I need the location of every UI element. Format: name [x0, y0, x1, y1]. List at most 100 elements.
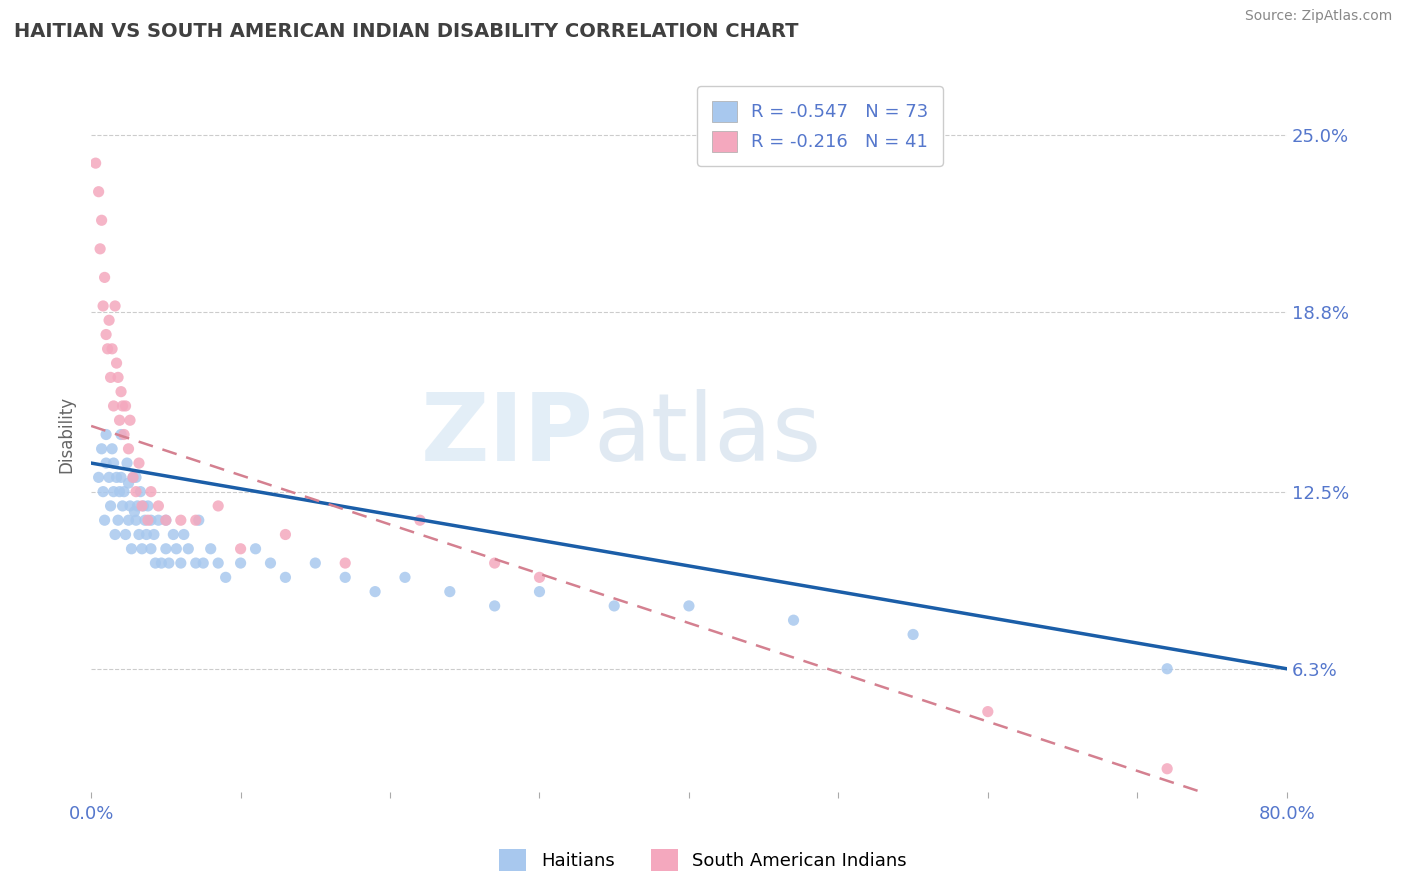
Point	[678, 599, 700, 613]
Point	[136, 499, 159, 513]
Point	[103, 484, 125, 499]
Point	[100, 370, 122, 384]
Point	[94, 327, 117, 342]
Y-axis label: Disability: Disability	[58, 396, 75, 473]
Point	[125, 470, 148, 484]
Point	[148, 499, 170, 513]
Point	[101, 342, 124, 356]
Point	[782, 613, 804, 627]
Point	[128, 456, 150, 470]
Point	[207, 499, 229, 513]
Point	[529, 570, 551, 584]
Point	[104, 299, 127, 313]
Point	[91, 299, 114, 313]
Legend: Haitians, South American Indians: Haitians, South American Indians	[492, 842, 914, 879]
Point	[87, 185, 110, 199]
Point	[603, 599, 626, 613]
Point	[124, 505, 146, 519]
Text: Source: ZipAtlas.com: Source: ZipAtlas.com	[1244, 9, 1392, 23]
Point	[394, 570, 416, 584]
Point	[157, 556, 180, 570]
Point	[117, 513, 139, 527]
Point	[122, 470, 145, 484]
Point	[170, 556, 193, 570]
Point	[110, 384, 132, 399]
Point	[165, 541, 187, 556]
Point	[977, 705, 1000, 719]
Point	[112, 427, 135, 442]
Point	[98, 313, 121, 327]
Point	[93, 270, 115, 285]
Point	[111, 499, 134, 513]
Point	[274, 527, 297, 541]
Point	[84, 156, 107, 170]
Point	[103, 456, 125, 470]
Point	[107, 370, 129, 384]
Point	[139, 541, 162, 556]
Point	[91, 484, 114, 499]
Point	[108, 484, 131, 499]
Point	[229, 541, 252, 556]
Point	[108, 413, 131, 427]
Point	[131, 499, 153, 513]
Point	[104, 527, 127, 541]
Point	[107, 513, 129, 527]
Point	[87, 470, 110, 484]
Point	[187, 513, 209, 527]
Point	[115, 456, 138, 470]
Point	[121, 541, 143, 556]
Point	[150, 556, 173, 570]
Point	[364, 584, 387, 599]
Point	[145, 556, 167, 570]
Point	[101, 442, 124, 456]
Point	[94, 427, 117, 442]
Point	[155, 513, 177, 527]
Text: ZIP: ZIP	[420, 389, 593, 481]
Point	[335, 570, 357, 584]
Point	[901, 627, 924, 641]
Point	[90, 442, 112, 456]
Point	[304, 556, 326, 570]
Point	[409, 513, 432, 527]
Point	[97, 342, 120, 356]
Point	[439, 584, 461, 599]
Point	[155, 513, 177, 527]
Point	[484, 599, 506, 613]
Point	[105, 470, 128, 484]
Point	[529, 584, 551, 599]
Point	[193, 556, 215, 570]
Point	[207, 556, 229, 570]
Point	[1156, 762, 1178, 776]
Point	[127, 499, 149, 513]
Point	[114, 527, 136, 541]
Point	[132, 499, 155, 513]
Point	[117, 442, 139, 456]
Point	[134, 513, 156, 527]
Point	[136, 513, 159, 527]
Point	[94, 456, 117, 470]
Point	[173, 527, 195, 541]
Point	[148, 513, 170, 527]
Point	[245, 541, 267, 556]
Point	[129, 484, 152, 499]
Point	[229, 556, 252, 570]
Point	[89, 242, 111, 256]
Point	[177, 541, 200, 556]
Point	[98, 470, 121, 484]
Point	[131, 541, 153, 556]
Point	[184, 556, 207, 570]
Point	[118, 413, 141, 427]
Point	[170, 513, 193, 527]
Point	[139, 513, 162, 527]
Point	[110, 427, 132, 442]
Point	[155, 541, 177, 556]
Point	[274, 570, 297, 584]
Point	[259, 556, 281, 570]
Point	[142, 527, 165, 541]
Point	[112, 484, 135, 499]
Point	[93, 513, 115, 527]
Point	[184, 513, 207, 527]
Point	[122, 470, 145, 484]
Legend: R = -0.547   N = 73, R = -0.216   N = 41: R = -0.547 N = 73, R = -0.216 N = 41	[697, 87, 943, 166]
Point	[90, 213, 112, 227]
